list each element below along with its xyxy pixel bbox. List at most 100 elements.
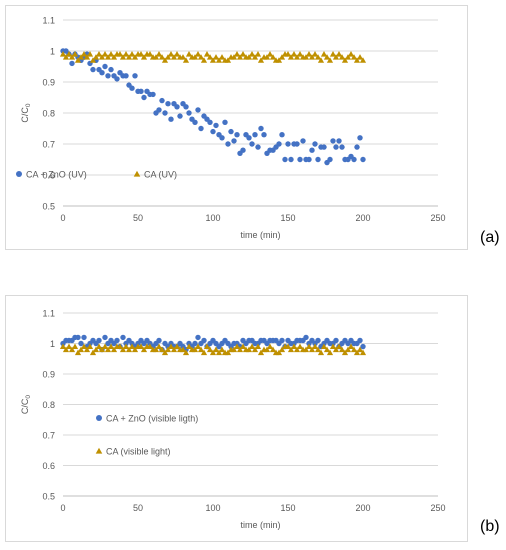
y-tick-label: 1 [50,47,55,57]
data-point-circle [78,341,83,346]
data-point-circle [96,338,101,343]
panel-label-b: (b) [480,518,500,536]
data-point-circle [330,138,335,143]
legend-marker-triangle [96,448,103,454]
data-point-circle [300,138,305,143]
data-point-circle [309,148,314,153]
data-point-circle [231,138,236,143]
data-point-circle [297,157,302,162]
data-point-circle [315,157,320,162]
y-axis-title-text: C/C [20,107,30,123]
data-point-circle [99,70,104,75]
x-tick-label: 100 [205,213,220,223]
data-point-circle [102,64,107,69]
data-point-circle [156,338,161,343]
y-tick-label: 1 [50,339,55,349]
data-point-circle [249,141,254,146]
legend-label: CA (UV) [144,170,177,180]
data-point-circle [294,141,299,146]
data-point-circle [357,135,362,140]
data-point-circle [90,67,95,72]
data-point-circle [279,132,284,137]
series-0 [60,48,365,165]
y-tick-label: 0.9 [42,370,55,380]
data-point-circle [195,335,200,340]
data-point-circle [174,104,179,109]
data-point-circle [315,338,320,343]
data-point-circle [303,335,308,340]
data-point-circle [306,157,311,162]
data-point-circle [225,141,230,146]
data-point-circle [114,338,119,343]
data-point-circle [285,141,290,146]
data-point-circle [282,157,287,162]
data-point-circle [333,144,338,149]
data-point-circle [312,141,317,146]
legend-label: CA (visible light) [106,447,171,457]
x-axis-title: time (min) [241,230,281,240]
data-point-circle [255,144,260,149]
data-point-circle [201,338,206,343]
y-tick-label: 1.1 [42,16,55,26]
data-point-circle [222,120,227,125]
x-tick-label: 50 [133,213,143,223]
legend-label: CA + ZnO (UV) [26,170,87,180]
data-point-circle [177,113,182,118]
data-point-circle [69,61,74,66]
chart-panel-a: 0.5 0.6 0.7 0.8 0.9 1 1.1 0 50 100 150 200 250 time (… [5,5,468,250]
legend-marker-circle [16,171,22,177]
data-point-circle [219,135,224,140]
legend-label: CA + ZnO (visible ligth) [106,414,198,424]
data-point-circle [114,76,119,81]
data-point-circle [279,338,284,343]
y-tick-label: 0.5 [42,202,55,212]
data-point-circle [138,89,143,94]
data-point-circle [105,73,110,78]
data-point-circle [210,129,215,134]
data-point-circle [198,126,203,131]
x-tick-label: 100 [205,503,220,513]
y-tick-label: 0.6 [42,461,55,471]
legend-marker-circle [96,415,102,421]
y-tick-label: 0.8 [42,400,55,410]
data-point-circle [360,344,365,349]
x-axis-title: time (min) [241,520,281,530]
data-point-circle [333,338,338,343]
y-tick-label: 0.8 [42,109,55,119]
data-point-circle [192,341,197,346]
chart-a-plot: 0.5 0.6 0.7 0.8 0.9 1 1.1 0 50 100 150 200 250 time (… [6,6,469,251]
x-tick-label: 50 [133,503,143,513]
y-axis-title-subscript: 0 [25,103,32,107]
data-point-circle [276,141,281,146]
data-point-circle [183,104,188,109]
data-point-triangle [255,51,261,57]
x-tick-label: 0 [60,213,65,223]
data-point-circle [339,144,344,149]
data-point-circle [354,144,359,149]
data-point-circle [192,120,197,125]
y-tick-label: 0.7 [42,431,55,441]
y-tick-label: 0.7 [42,140,55,150]
data-point-circle [327,157,332,162]
data-point-circle [234,132,239,137]
x-tick-label: 0 [60,503,65,513]
data-point-circle [240,148,245,153]
chart-panel-b: 0.5 0.6 0.7 0.8 0.9 1 1.1 0 50 100 150 200 250 time (… [5,295,468,542]
data-point-circle [102,335,107,340]
data-point-circle [81,335,86,340]
y-axis-title-subscript: 0 [25,395,32,399]
series-1 [60,51,366,63]
data-point-circle [246,135,251,140]
x-tick-label: 150 [280,213,295,223]
data-point-circle [159,98,164,103]
legend-marker-triangle [134,171,141,177]
data-point-circle [288,157,293,162]
data-point-circle [129,86,134,91]
data-point-circle [195,107,200,112]
y-axis-title: C/C0 [20,395,32,415]
panel-label-a: (a) [480,229,500,247]
x-tick-label: 250 [430,213,445,223]
data-point-circle [252,132,257,137]
x-tick-label: 200 [355,503,370,513]
x-tick-label: 200 [355,213,370,223]
